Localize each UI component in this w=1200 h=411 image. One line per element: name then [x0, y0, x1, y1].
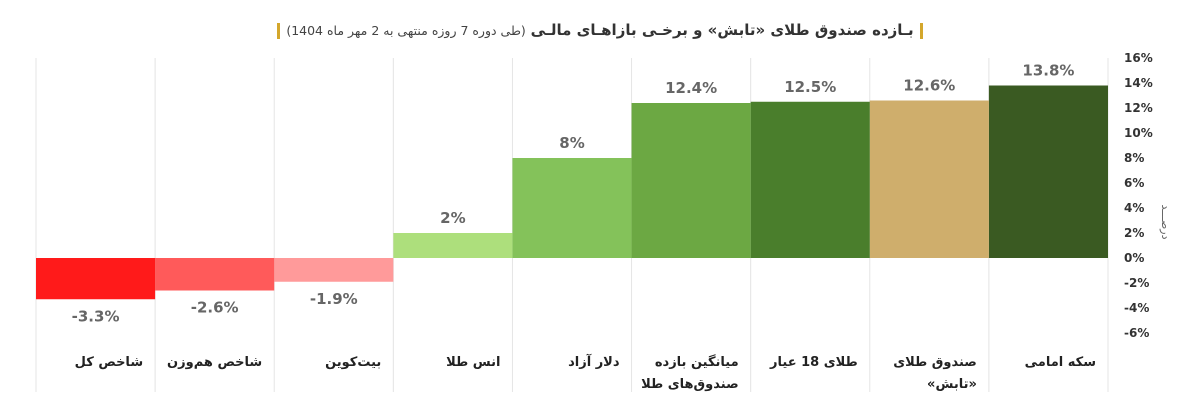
- value-labels: 13.8% 12.6% 12.5% 12.4% 8% 2% -1.9% -2.6% -3.3%: [72, 62, 1075, 326]
- bars: [36, 85, 1108, 300]
- data-label: 13.8%: [1022, 62, 1074, 80]
- chart-title-wrap: بـازده صندوق طلای «تابش» و برخـی بازاهـا…: [271, 21, 928, 39]
- category-label: میانگین بازده: [655, 354, 739, 370]
- category-label: دلار آزاد: [568, 353, 620, 370]
- y-tick-label: -6%: [1124, 326, 1149, 340]
- category-label: شاخص هم‌وزن: [167, 355, 262, 370]
- bar: [155, 258, 275, 291]
- bar: [631, 103, 751, 258]
- data-label: 12.5%: [784, 78, 836, 96]
- bar: [36, 258, 156, 300]
- category-label: شاخص کل: [75, 355, 143, 370]
- category-label: «تابش»: [927, 377, 977, 392]
- title-accent-bar-end: [277, 22, 281, 39]
- y-axis-ticks: 16% 14% 12% 10% 8% 6% 4% 2% 0% -2% -4% -6%: [1124, 51, 1153, 340]
- y-tick-label: 10%: [1124, 126, 1153, 140]
- bar: [274, 258, 394, 282]
- y-tick-label: 12%: [1124, 101, 1153, 115]
- category-labels: سکه امامی صندوق طلای «تابش» طلای 18 عیار میا…: [75, 353, 1096, 392]
- data-label: -2.6%: [191, 299, 239, 317]
- bar: [750, 101, 870, 258]
- category-label: سکه امامی: [1025, 355, 1096, 370]
- category-label: انس طلا: [446, 355, 500, 370]
- y-tick-label: 8%: [1124, 151, 1144, 165]
- y-tick-label: 2%: [1124, 226, 1144, 240]
- category-label: صندوق طلای: [893, 355, 977, 370]
- category-label: طلای 18 عیار: [769, 355, 858, 370]
- y-tick-label: -2%: [1124, 276, 1149, 290]
- y-tick-label: -4%: [1124, 301, 1149, 315]
- y-tick-label: 14%: [1124, 76, 1153, 90]
- data-label: 12.6%: [903, 77, 955, 95]
- bar: [393, 233, 513, 258]
- y-tick-label: 6%: [1124, 176, 1144, 190]
- bar: [988, 85, 1108, 258]
- y-tick-label: 16%: [1124, 51, 1153, 65]
- category-label: صندوق‌های طلا: [641, 377, 739, 392]
- chart-title: بـازده صندوق طلای «تابش» و برخـی بازاهـا…: [530, 21, 914, 39]
- data-label: 8%: [559, 134, 584, 152]
- category-label: بیت‌کوین: [325, 355, 381, 370]
- chart-subtitle: (طی دوره 7 روزه منتهی به 2 مهر ماه 1404): [286, 23, 526, 38]
- data-label: 12.4%: [665, 79, 717, 97]
- data-label: -3.3%: [72, 307, 120, 325]
- data-label: 2%: [440, 209, 465, 227]
- bar: [512, 158, 632, 258]
- chart-title-bar: بـازده صندوق طلای «تابش» و برخـی بازاهـا…: [0, 20, 1200, 39]
- title-accent-bar: [919, 22, 923, 39]
- data-label: -1.9%: [310, 290, 358, 308]
- y-tick-label: 0%: [1124, 251, 1144, 265]
- bar: [869, 100, 989, 258]
- y-tick-label: 4%: [1124, 201, 1144, 215]
- y-axis-label: درصـــد: [1159, 205, 1172, 240]
